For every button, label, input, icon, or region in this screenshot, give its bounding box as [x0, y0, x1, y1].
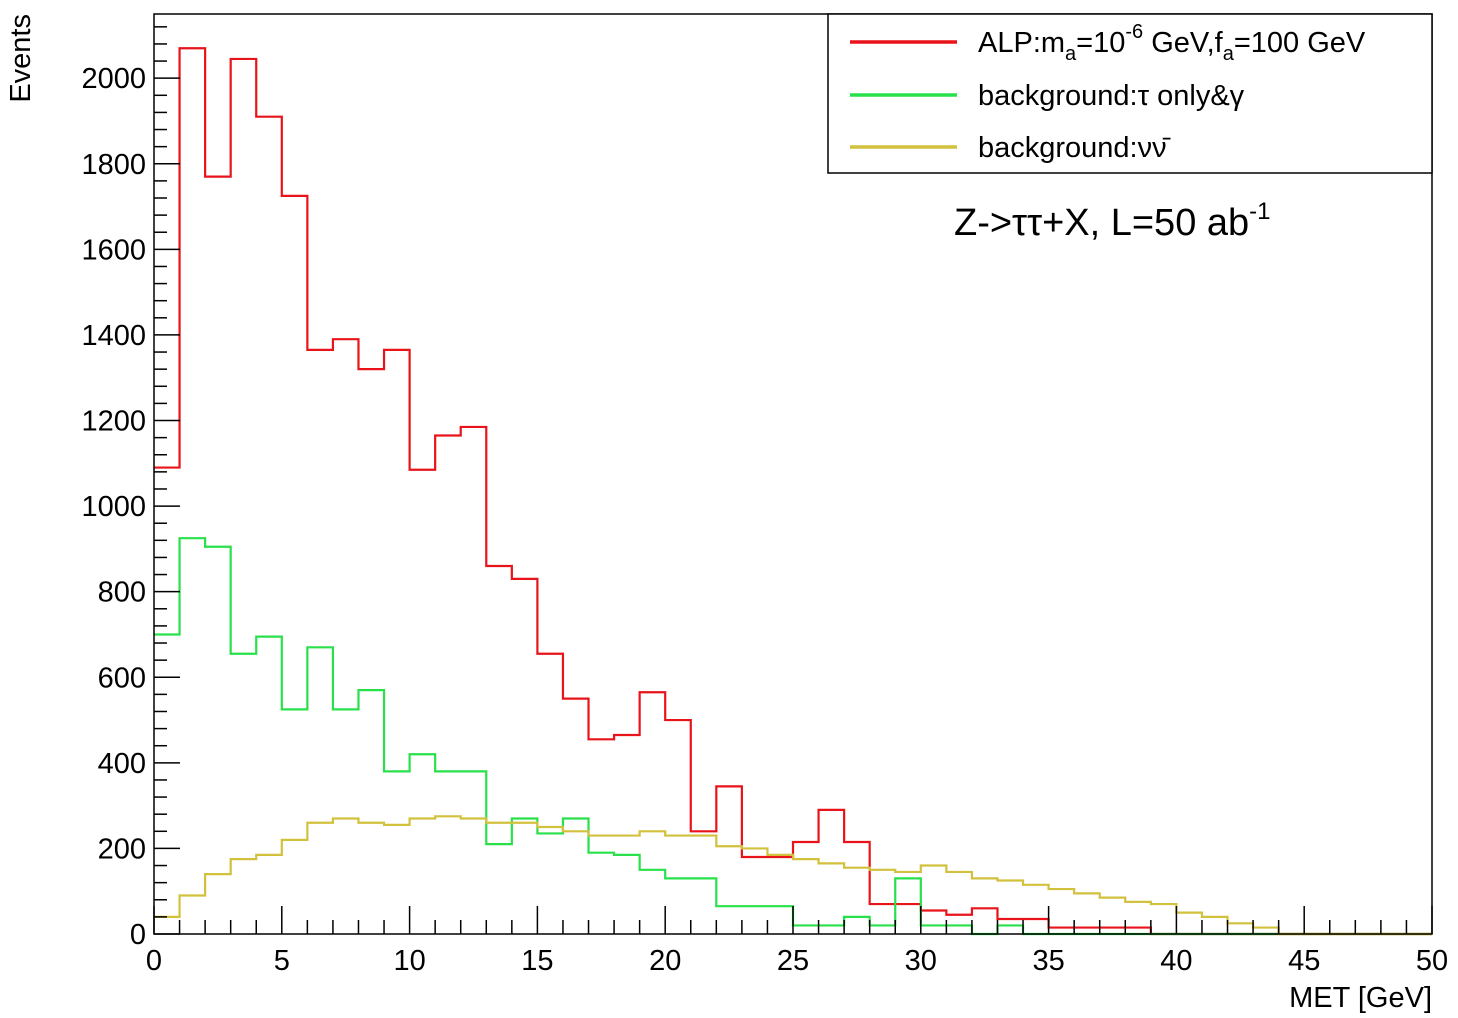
plot-annotation: Z->ττ+X, L=50 ab-1 — [954, 198, 1271, 244]
legend-label-1: background:τ only&γ — [978, 80, 1245, 112]
y-tick-label: 800 — [98, 577, 146, 609]
x-tick-label: 40 — [1160, 945, 1192, 977]
x-tick-label: 0 — [146, 945, 162, 977]
x-tick-label: 5 — [274, 945, 290, 977]
legend-label-part: a — [1065, 43, 1077, 65]
y-tick-label: 1600 — [81, 234, 146, 266]
legend-label-part: GeV,f — [1143, 27, 1223, 59]
legend-label-part: =100 GeV — [1234, 27, 1366, 59]
series-line-1 — [154, 537, 1432, 936]
series-line-2 — [154, 815, 1432, 936]
annotation-superscript: -1 — [1249, 198, 1270, 225]
y-tick-label: 2000 — [81, 63, 146, 95]
y-tick-label: 400 — [98, 748, 146, 780]
y-tick-label: 1800 — [81, 149, 146, 181]
x-tick-label: 25 — [777, 945, 809, 977]
legend-label-0: ALP:ma=10-6 GeV,fa=100 GeV — [978, 21, 1366, 65]
series-line-0 — [154, 47, 1432, 936]
legend-label-part: -6 — [1125, 21, 1143, 43]
legend-label-part: ALP:m — [978, 27, 1065, 59]
x-tick-label: 15 — [521, 945, 553, 977]
y-tick-label: 0 — [130, 919, 146, 951]
x-tick-label: 45 — [1288, 945, 1320, 977]
y-tick-label: 200 — [98, 833, 146, 865]
series-layer — [154, 47, 1432, 936]
legend-label-part: =10 — [1076, 27, 1125, 59]
y-tick-label: 1400 — [81, 320, 146, 352]
legend-label-part: a — [1223, 43, 1235, 65]
y-tick-label: 1000 — [81, 491, 146, 523]
x-axis-title: MET [GeV] — [1289, 982, 1432, 1014]
x-tick-label: 10 — [393, 945, 425, 977]
x-tick-label: 30 — [905, 945, 937, 977]
y-tick-label: 600 — [98, 662, 146, 694]
x-tick-label: 20 — [649, 945, 681, 977]
annotation-text: Z->ττ+X, L=50 ab — [954, 202, 1249, 244]
legend-label-2: background:νν̄ — [978, 132, 1171, 164]
y-axis-title: Events — [5, 14, 37, 103]
axes: 0 5 10 15 20 25 30 35 40 45 50 0 200 400 600 800 1000 120… — [81, 26, 1448, 977]
x-tick-label: 50 — [1416, 945, 1448, 977]
x-tick-label: 35 — [1032, 945, 1064, 977]
y-tick-label: 1200 — [81, 406, 146, 438]
